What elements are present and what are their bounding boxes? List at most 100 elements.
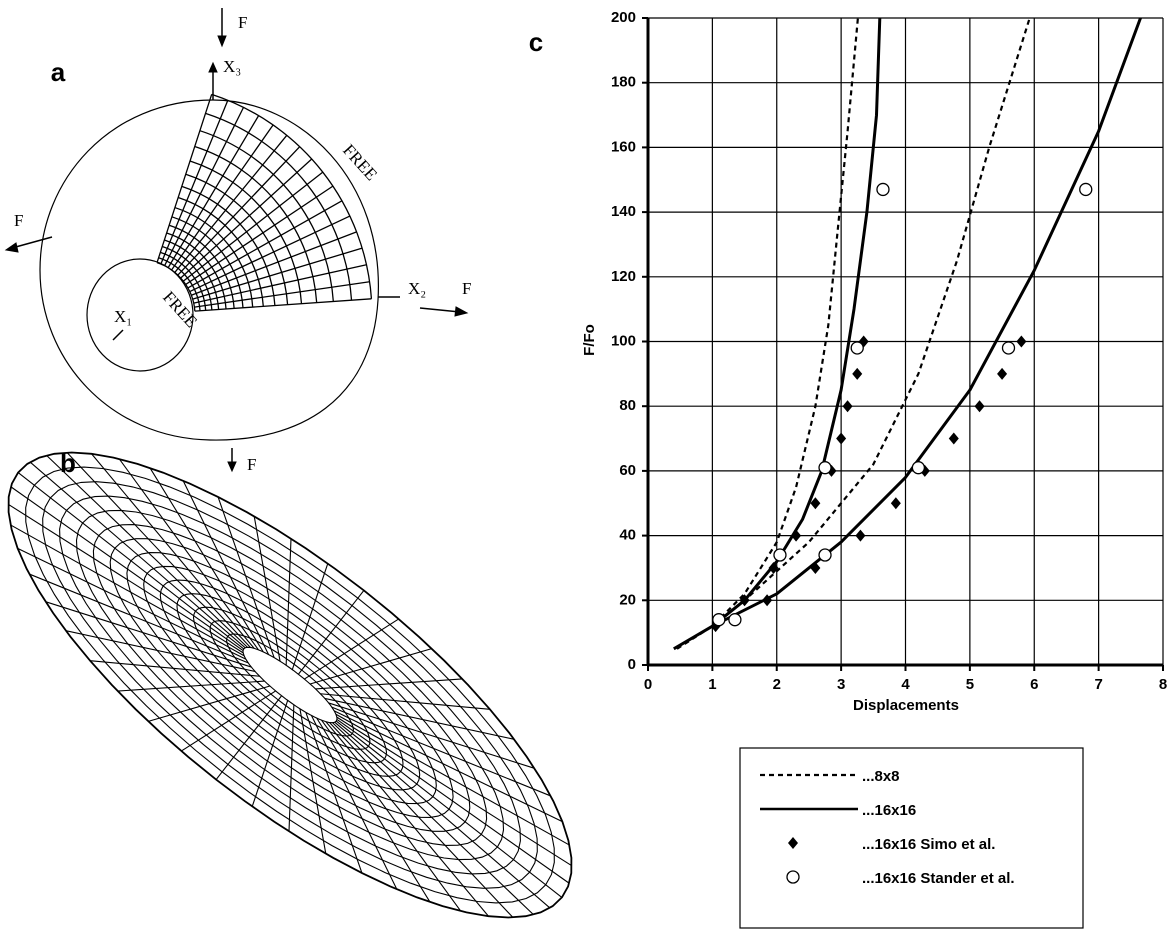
circle-marker: [1079, 182, 1093, 197]
mesh-line: [91, 453, 255, 649]
mesh-line: [205, 112, 353, 301]
mesh-line: [336, 716, 573, 867]
mesh-line: [182, 171, 324, 282]
mesh-line: [17, 547, 247, 660]
mesh-line: [226, 633, 354, 737]
circle-marker: [818, 548, 832, 562]
mesh-line: [321, 719, 462, 912]
mesh-line: [336, 718, 570, 884]
circle-marker: [876, 182, 890, 197]
series-line: [673, 17, 1142, 651]
diamond-marker: [739, 594, 750, 607]
arrow: [112, 329, 124, 341]
edge-label: FREE: [339, 141, 381, 185]
mesh-line: [10, 524, 245, 657]
circle-marker: [850, 341, 864, 355]
y-tick-label: 0: [628, 656, 636, 673]
arrow-head: [227, 461, 237, 473]
mesh-line: [192, 247, 363, 300]
axis-label: X₁: [114, 307, 132, 326]
x-tick-label: 1: [708, 676, 716, 693]
force-label: F: [238, 13, 247, 32]
y-axis-title: F/Fo: [581, 324, 598, 356]
mesh-line: [46, 454, 248, 648]
arrow-head: [4, 242, 19, 253]
mesh-line: [7, 503, 244, 654]
mesh-line: [209, 620, 371, 750]
mesh-line: [332, 722, 534, 916]
diamond-marker: [852, 367, 863, 380]
mesh-line: [156, 262, 196, 312]
circle-marker: [911, 461, 926, 475]
mesh-line: [211, 93, 373, 299]
mesh-line: [193, 264, 367, 304]
mesh-line: [17, 472, 245, 650]
mesh-line: [291, 563, 329, 670]
legend-label: ...8x8: [862, 768, 900, 785]
mesh-line: [126, 552, 454, 818]
mesh-line: [217, 496, 275, 658]
circle-marker: [818, 461, 832, 475]
arrow: [11, 236, 53, 249]
mesh-line: [66, 452, 251, 648]
diamond-marker: [762, 594, 773, 607]
panel-label: b: [60, 448, 76, 478]
y-tick-label: 100: [611, 332, 636, 349]
mesh-line: [167, 115, 260, 269]
x-tick-label: 3: [837, 676, 845, 693]
panel-label: a: [51, 57, 66, 87]
diamond-marker: [948, 432, 959, 445]
y-tick-label: 140: [611, 203, 636, 220]
y-tick-label: 200: [611, 9, 636, 26]
mesh-line: [305, 712, 363, 874]
diamond-marker: [855, 529, 866, 542]
mesh-line: [174, 206, 254, 308]
mesh-line: [194, 281, 370, 308]
mesh-line: [194, 145, 318, 303]
y-tick-label: 60: [619, 462, 636, 479]
x-tick-label: 6: [1030, 676, 1038, 693]
mesh-line: [242, 646, 338, 724]
outer-boundary: [39, 99, 379, 441]
diamond-marker: [997, 367, 1008, 380]
legend-label: ...16x16 Stander et al.: [862, 870, 1015, 887]
mesh-line: [162, 245, 213, 311]
force-label: F: [462, 279, 471, 298]
mesh-line: [42, 481, 538, 889]
mesh-line: [29, 573, 249, 664]
force-label: F: [247, 455, 256, 474]
y-tick-label: 180: [611, 74, 636, 91]
mesh-line: [304, 618, 400, 680]
mesh-line: [117, 680, 265, 692]
x-tick-label: 5: [966, 676, 974, 693]
legend-box: [739, 747, 1084, 929]
diamond-marker: [788, 837, 798, 849]
mesh-line: [166, 232, 227, 310]
x-tick-label: 0: [644, 676, 652, 693]
mesh-line: [160, 251, 207, 311]
circle-marker: [1001, 341, 1016, 355]
diamond-marker: [791, 529, 802, 542]
diamond-marker: [836, 432, 847, 445]
mesh-line: [180, 158, 313, 279]
axis-label: X₃: [223, 57, 241, 76]
mesh-line: [189, 215, 351, 293]
mesh-line: [194, 298, 372, 312]
diamond-marker: [1016, 335, 1027, 348]
legend-label: ...16x16 Simo et al.: [862, 836, 995, 853]
mesh-line: [90, 660, 260, 677]
y-tick-label: 160: [611, 138, 636, 155]
diamond-marker: [810, 497, 821, 510]
mesh-line: [328, 702, 535, 769]
mesh-line: [177, 146, 301, 276]
mesh-line: [316, 717, 431, 903]
mesh-line: [174, 134, 288, 273]
mesh-line: [160, 100, 229, 265]
mesh-line: [163, 107, 245, 267]
mesh-line: [171, 216, 244, 308]
chart-c: 0 20 40 60 80 100 120 140 160 180 200 0 1 2 3 4 5 6 7 8: [611, 9, 1167, 693]
circle-marker: [712, 613, 726, 627]
mesh-line: [309, 648, 432, 685]
mesh-line: [185, 173, 289, 305]
force-label: F: [14, 211, 23, 230]
